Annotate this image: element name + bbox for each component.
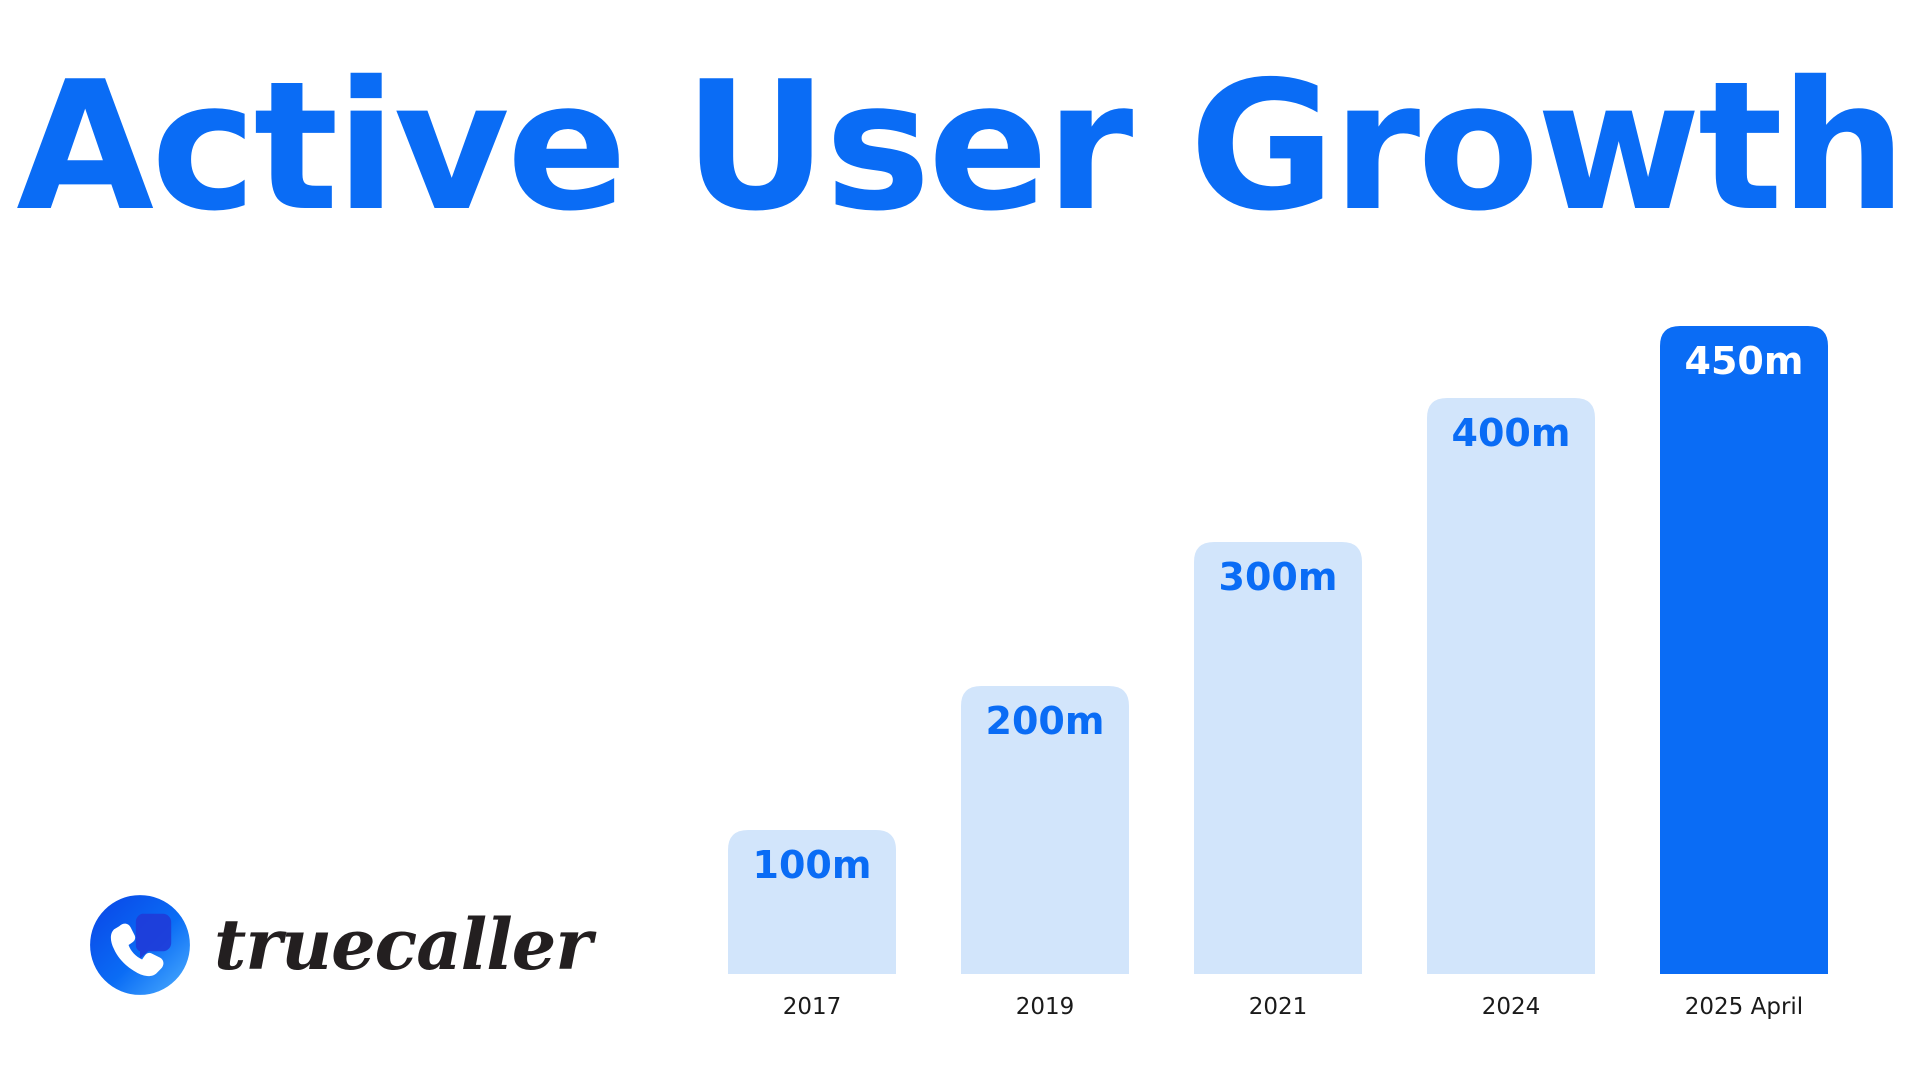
truecaller-logo: truecaller (88, 890, 592, 1000)
bar-2025-april (1660, 326, 1828, 974)
chart-title: Active User Growth (16, 43, 1907, 250)
data-label: 300m (1219, 555, 1338, 599)
x-tick-label: 2025 April (1685, 994, 1803, 1020)
data-label: 400m (1452, 411, 1571, 455)
bar-2024 (1427, 398, 1595, 974)
bar-2021 (1194, 542, 1362, 974)
data-label: 450m (1685, 339, 1804, 383)
bar-2019 (961, 686, 1129, 974)
bar-2017 (728, 830, 896, 974)
x-tick-label: 2021 (1249, 994, 1308, 1020)
logo-wordmark: truecaller (214, 903, 592, 986)
x-tick-label: 2017 (783, 994, 842, 1020)
x-tick-label: 2024 (1482, 994, 1541, 1020)
bars-layer (728, 326, 1828, 974)
x-tick-labels-layer: 2017 2019 2021 2024 2025 April (783, 994, 1803, 1020)
data-labels-layer: 100m 200m 300m 400m 450m (753, 339, 1804, 887)
phone-chat-icon (90, 895, 190, 995)
data-label: 100m (753, 843, 872, 887)
x-tick-label: 2019 (1016, 994, 1075, 1020)
data-label: 200m (986, 699, 1105, 743)
